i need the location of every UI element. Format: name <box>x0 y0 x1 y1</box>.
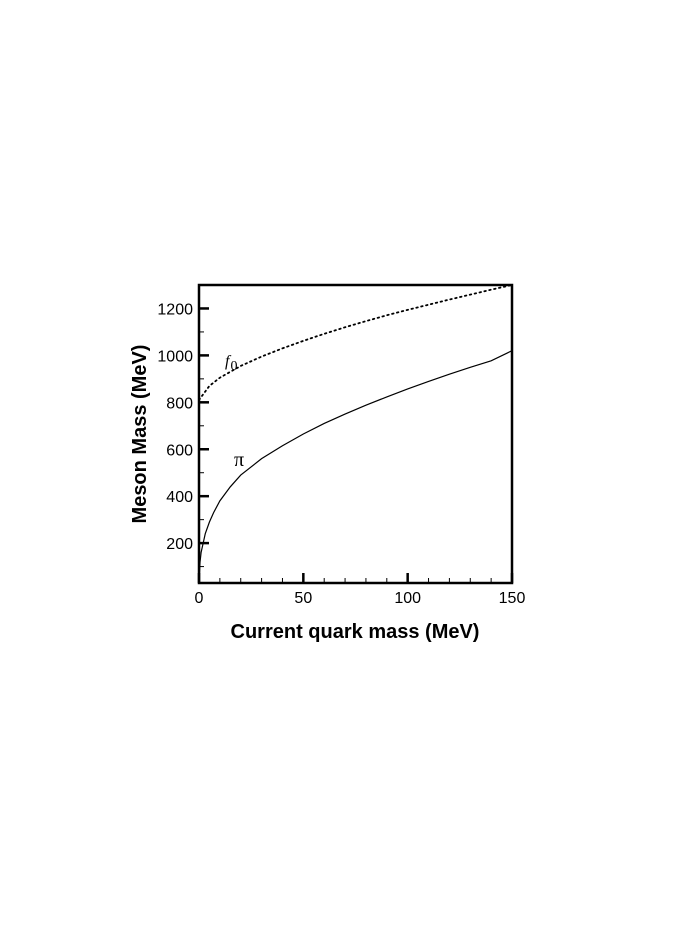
y-tick-label: 1200 <box>157 301 193 318</box>
tick-label-layer: 0 50 100 150 200 400 600 800 1000 1200 <box>157 301 525 607</box>
tick-layer <box>197 307 514 583</box>
y-tick-label: 800 <box>166 395 193 412</box>
x-tick-label: 100 <box>394 590 421 607</box>
series-line-pi <box>198 350 513 584</box>
series-label-pi: π <box>234 449 244 471</box>
y-axis-title: Meson Mass (MeV) <box>129 345 151 524</box>
plot-frame <box>197 283 514 585</box>
x-tick-label: 50 <box>294 590 312 607</box>
series-label-f0: f0 <box>225 353 237 374</box>
x-axis-title: Current quark mass (MeV) <box>231 621 480 643</box>
series-layer <box>198 284 513 584</box>
y-tick-label: 1000 <box>157 348 193 365</box>
x-tick-label: 150 <box>499 590 526 607</box>
y-tick-label: 200 <box>166 536 193 553</box>
series-line-f0 <box>198 284 513 401</box>
series-label-layer: f0 π <box>225 353 244 471</box>
y-tick-label: 600 <box>166 442 193 459</box>
y-tick-label: 400 <box>166 489 193 506</box>
x-tick-label: 0 <box>195 590 204 607</box>
